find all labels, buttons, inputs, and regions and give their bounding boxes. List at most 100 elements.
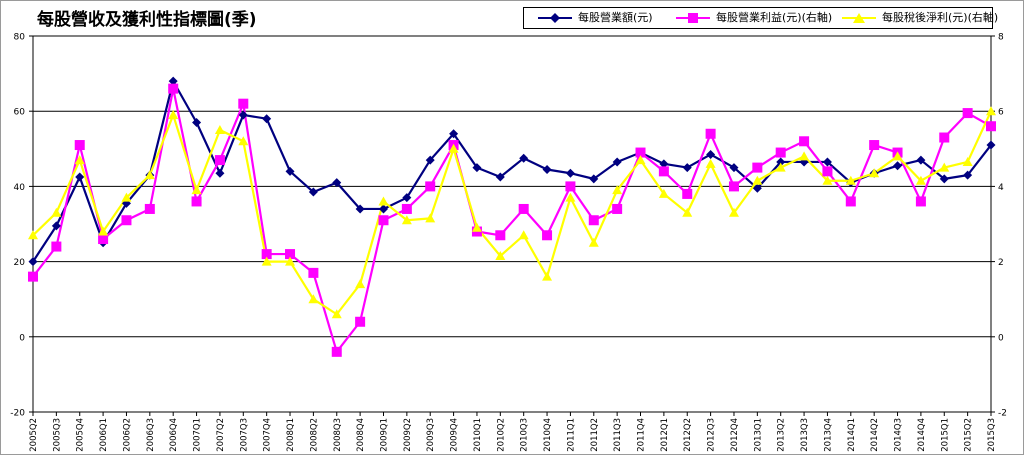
data-point-revenue — [238, 110, 248, 120]
chart-title: 每股營收及獲利性指標圖(季) — [37, 10, 257, 30]
x-axis-tick-label: 2012Q1 — [660, 418, 670, 452]
x-axis-tick-label: 2013Q1 — [753, 418, 763, 452]
data-point-net-income — [144, 170, 155, 180]
x-axis-tick-label: 2010Q1 — [473, 418, 483, 452]
data-point-revenue — [589, 174, 599, 184]
legend-label-net-income: 每股稅後淨利(元)(右軸) — [882, 11, 999, 24]
x-axis-tick-label: 2005Q3 — [52, 418, 62, 452]
x-axis-tick-label: 2009Q2 — [403, 418, 413, 452]
data-point-revenue — [332, 178, 342, 188]
data-point-operating-income — [986, 121, 996, 132]
data-point-net-income — [869, 168, 880, 178]
data-point-operating-income — [168, 83, 179, 94]
data-point-operating-income — [285, 249, 296, 260]
data-point-operating-income — [752, 162, 763, 173]
data-point-net-income — [658, 188, 669, 198]
data-point-revenue — [215, 168, 225, 178]
data-point-net-income — [285, 256, 296, 266]
data-point-revenue — [682, 163, 692, 173]
data-point-operating-income — [378, 215, 389, 226]
x-axis-tick-label: 2005Q4 — [76, 418, 86, 452]
data-point-net-income — [682, 207, 693, 217]
x-axis-tick-label: 2011Q3 — [613, 418, 623, 452]
x-axis-tick-label: 2010Q2 — [496, 418, 506, 452]
data-point-revenue — [986, 140, 996, 150]
data-point-operating-income — [845, 196, 856, 207]
x-axis-tick-label: 2007Q4 — [263, 418, 273, 452]
x-axis-tick-label: 2015Q2 — [964, 418, 974, 452]
data-point-operating-income — [261, 249, 272, 260]
data-point-net-income — [986, 106, 996, 116]
left-axis-tick-label: 40 — [14, 183, 26, 193]
data-point-net-income — [238, 136, 249, 146]
data-point-net-income — [471, 222, 482, 232]
data-point-revenue — [425, 155, 435, 165]
x-axis-tick-label: 2014Q1 — [847, 418, 857, 452]
data-point-revenue — [963, 170, 973, 180]
data-point-operating-income — [822, 166, 833, 177]
x-axis-tick-label: 2006Q2 — [122, 418, 132, 452]
data-point-net-income — [705, 158, 716, 168]
x-axis-tick-label: 2008Q3 — [333, 418, 343, 452]
data-point-operating-income — [939, 132, 950, 143]
data-point-revenue — [916, 155, 926, 165]
left-axis-tick-label: 80 — [14, 33, 26, 43]
data-point-operating-income — [962, 108, 973, 119]
data-point-revenue — [75, 172, 85, 182]
data-point-net-income — [728, 207, 739, 217]
data-point-net-income — [775, 162, 786, 172]
data-point-operating-income — [915, 196, 926, 207]
x-axis-tick-label: 2014Q3 — [894, 418, 904, 452]
x-axis-tick-label: 2010Q3 — [520, 418, 530, 452]
x-axis-tick-label: 2010Q4 — [543, 418, 553, 452]
data-point-net-income — [915, 175, 926, 185]
data-point-operating-income — [425, 181, 436, 192]
data-point-operating-income — [728, 181, 739, 192]
right-axis-tick-label: 4 — [998, 183, 1004, 193]
data-point-operating-income — [191, 196, 202, 207]
data-point-revenue — [168, 76, 178, 86]
data-point-net-income — [752, 175, 763, 185]
data-point-revenue — [285, 166, 295, 176]
data-point-revenue — [659, 159, 669, 169]
x-axis-tick-label: 2008Q1 — [286, 418, 296, 452]
data-point-net-income — [799, 151, 810, 161]
x-axis-tick-label: 2009Q4 — [450, 418, 460, 452]
x-axis-tick-label: 2009Q1 — [379, 418, 389, 452]
left-axis-tick-label: 0 — [19, 333, 25, 343]
legend-revenue-marker — [538, 13, 572, 23]
legend-label-operating-income: 每股營業利益(元)(右軸) — [716, 11, 833, 24]
x-axis-tick-label: 2007Q3 — [239, 418, 249, 452]
data-point-net-income — [401, 215, 412, 225]
data-point-revenue — [612, 157, 622, 167]
data-point-operating-income — [238, 98, 249, 109]
x-axis-tick-label: 2012Q4 — [730, 418, 740, 452]
data-point-net-income — [214, 125, 225, 134]
data-point-revenue — [402, 193, 412, 203]
data-point-operating-income — [214, 155, 225, 166]
x-axis-tick-label: 2011Q2 — [590, 418, 600, 452]
data-point-net-income — [588, 237, 599, 247]
data-point-net-income — [331, 309, 342, 319]
x-axis-tick-label: 2007Q1 — [193, 418, 203, 452]
data-point-operating-income — [775, 147, 786, 158]
x-axis-tick-label: 2008Q2 — [309, 418, 319, 452]
data-point-operating-income — [565, 181, 576, 192]
series-line-2 — [32, 110, 992, 316]
data-point-revenue — [472, 163, 482, 173]
x-axis-tick-label: 2006Q3 — [146, 418, 156, 452]
data-point-operating-income — [28, 271, 38, 282]
data-point-net-income — [308, 294, 319, 304]
x-axis-tick-label: 2009Q3 — [426, 418, 436, 452]
data-point-revenue — [939, 174, 949, 184]
data-point-net-income — [28, 230, 38, 240]
x-axis-tick-label: 2007Q2 — [216, 418, 226, 452]
legend-label-revenue: 每股營業額(元) — [578, 11, 653, 24]
right-axis-tick-label: 0 — [998, 333, 1004, 343]
data-point-operating-income — [869, 140, 880, 151]
data-point-net-income — [612, 185, 623, 195]
data-point-net-income — [98, 226, 109, 236]
data-point-operating-income — [799, 136, 810, 147]
x-axis-tick-label: 2012Q3 — [707, 418, 717, 452]
